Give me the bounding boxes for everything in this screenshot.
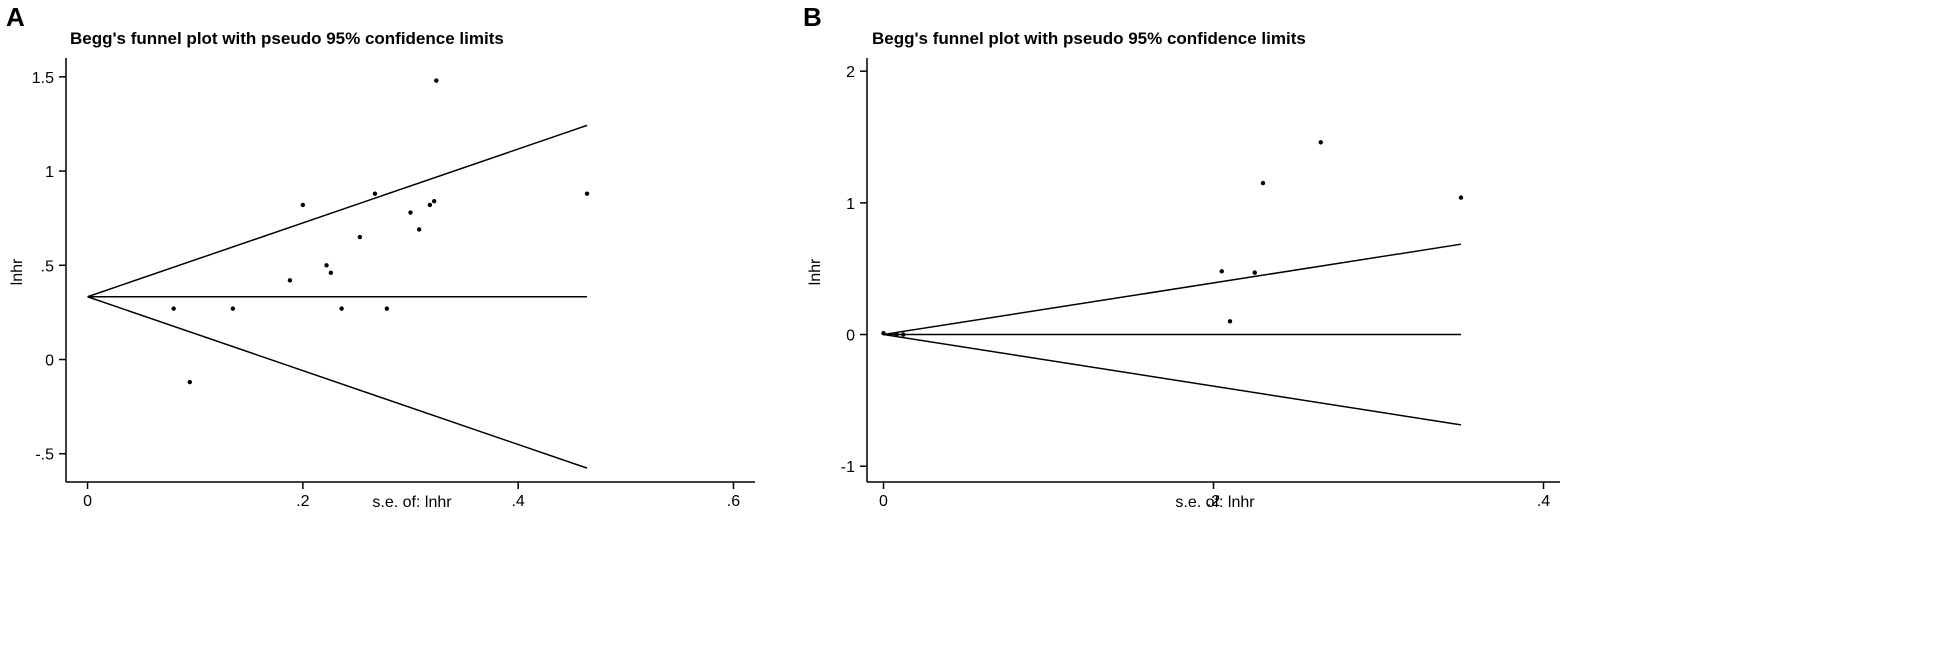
x-tick-label-b-2: .4 <box>1537 493 1550 510</box>
data-point-a-14 <box>431 199 437 204</box>
data-point-b-8 <box>1458 195 1464 200</box>
data-point-a-15 <box>434 78 439 83</box>
x-tick-label-a-1: .2 <box>296 493 309 510</box>
y-tick-label-a-0: -.5 <box>35 447 54 464</box>
y-tick-label-b-1: 0 <box>846 328 855 345</box>
data-point-b-5 <box>1252 270 1257 275</box>
x-tick-label-a-0: 0 <box>83 493 92 510</box>
funnel-plot-b: Begg's funnel plot with pseudo 95% confi… <box>807 29 1560 511</box>
data-point-a-11 <box>408 210 413 215</box>
data-point-a-0 <box>171 306 176 311</box>
chart-title-b: Begg's funnel plot with pseudo 95% confi… <box>872 29 1306 48</box>
data-point-b-2 <box>901 332 906 337</box>
y-tick-label-a-3: 1 <box>45 164 54 181</box>
x-axis-label-a: s.e. of: lnhr <box>372 494 452 511</box>
data-point-b-3 <box>1219 269 1224 274</box>
data-point-b-0 <box>881 331 886 336</box>
lower-confidence-limit-b <box>883 333 1462 426</box>
data-point-b-7 <box>1318 140 1323 145</box>
funnel-plot-a: Begg's funnel plot with pseudo 95% confi… <box>9 29 755 511</box>
panel-label-a: A <box>6 2 25 32</box>
data-point-b-6 <box>1260 180 1266 186</box>
x-tick-label-b-1: .2 <box>1207 493 1220 510</box>
y-axis-label-a: lnhr <box>9 258 26 285</box>
data-point-a-9 <box>372 191 378 196</box>
x-tick-label-a-3: .6 <box>727 493 740 510</box>
x-tick-label-a-2: .4 <box>511 493 524 510</box>
x-tick-label-b-0: 0 <box>879 493 888 510</box>
data-point-a-3 <box>287 278 293 283</box>
data-point-a-7 <box>339 306 344 311</box>
panel-label-b: B <box>803 2 822 32</box>
chart-title-a: Begg's funnel plot with pseudo 95% confi… <box>70 29 504 48</box>
y-tick-label-b-0: -1 <box>841 459 855 476</box>
y-tick-label-b-2: 1 <box>846 196 855 213</box>
data-point-b-4 <box>1227 319 1233 324</box>
data-point-a-10 <box>384 306 390 311</box>
data-point-a-12 <box>416 227 422 232</box>
upper-confidence-limit-b <box>883 243 1462 336</box>
lower-confidence-limit-a <box>87 296 588 469</box>
data-point-a-5 <box>324 263 329 268</box>
upper-confidence-limit-a <box>87 124 588 298</box>
y-tick-label-a-1: 0 <box>45 353 54 370</box>
y-tick-label-a-4: 1.5 <box>32 70 54 87</box>
data-point-a-1 <box>187 379 193 385</box>
y-tick-label-b-3: 2 <box>846 64 855 81</box>
y-tick-label-a-2: .5 <box>41 258 54 275</box>
data-point-a-6 <box>328 270 334 276</box>
data-point-b-1 <box>894 332 899 337</box>
x-axis-label-b: s.e. of: lnhr <box>1175 494 1255 511</box>
data-point-a-4 <box>300 202 306 208</box>
data-point-a-16 <box>584 191 590 196</box>
data-point-a-8 <box>357 234 363 240</box>
data-point-a-2 <box>230 306 236 311</box>
y-axis-label-b: lnhr <box>807 258 824 285</box>
data-point-a-13 <box>427 202 433 208</box>
